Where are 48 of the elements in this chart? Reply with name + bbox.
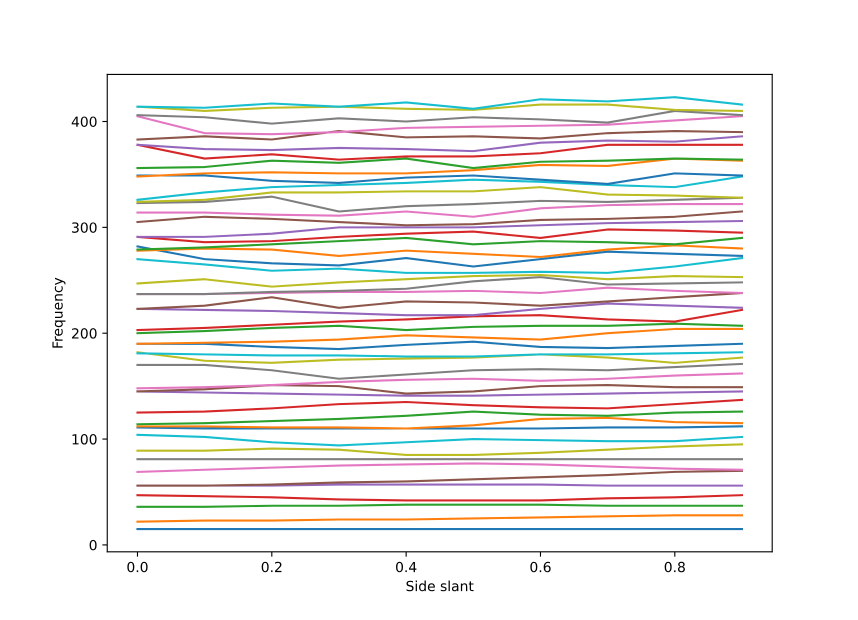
x-tick-label: 0.2 xyxy=(262,562,282,572)
line-series xyxy=(136,362,744,380)
line-series xyxy=(136,236,744,251)
line-series xyxy=(136,276,744,296)
line-series xyxy=(136,384,744,395)
line-series xyxy=(136,372,744,390)
y-tick-label: 300 xyxy=(72,222,97,233)
line-series xyxy=(136,410,744,426)
line-series xyxy=(136,135,744,152)
line-series xyxy=(136,245,744,268)
line-series xyxy=(136,514,744,523)
y-axis-title: Frequency xyxy=(52,278,66,348)
line-series xyxy=(136,176,744,201)
line-series xyxy=(136,110,744,125)
x-tick-label: 0.6 xyxy=(530,562,551,572)
line-series xyxy=(136,220,744,238)
x-tick-label: 0.8 xyxy=(664,562,685,572)
line-series xyxy=(136,172,744,186)
line-series xyxy=(136,443,744,456)
line-series xyxy=(136,115,744,136)
x-tick-label: 0.4 xyxy=(396,562,416,572)
x-tick-label: 0.0 xyxy=(127,562,148,572)
y-tick-label: 100 xyxy=(72,434,97,445)
y-tick-label: 400 xyxy=(72,116,97,127)
x-axis-title: Side slant xyxy=(406,580,474,592)
line-series xyxy=(136,158,744,178)
line-series xyxy=(136,434,744,446)
line-series xyxy=(136,416,744,430)
line-series xyxy=(136,203,744,218)
line-series xyxy=(136,398,744,414)
line-series xyxy=(136,308,744,332)
line-series xyxy=(136,257,744,274)
line-series xyxy=(136,322,744,334)
line-series xyxy=(136,244,744,258)
line-series xyxy=(136,274,744,288)
line-series xyxy=(136,210,744,226)
y-tick-label: 200 xyxy=(72,328,97,339)
line-series xyxy=(136,158,744,170)
line-series xyxy=(136,196,744,213)
line-series xyxy=(136,186,744,203)
line-series xyxy=(136,96,744,110)
line-series xyxy=(136,470,744,487)
line-series xyxy=(136,462,744,473)
line-series xyxy=(136,328,744,345)
line-series xyxy=(136,351,744,364)
line-series xyxy=(136,104,744,112)
y-tick-label: 0 xyxy=(90,540,97,550)
line-series xyxy=(136,130,744,141)
